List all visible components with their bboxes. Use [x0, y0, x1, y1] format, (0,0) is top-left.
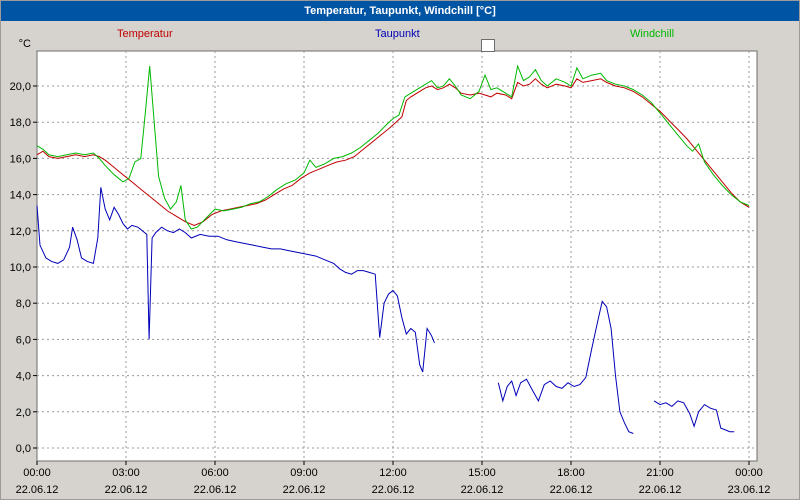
- svg-text:4,0: 4,0: [16, 371, 31, 383]
- svg-text:20,0: 20,0: [10, 81, 31, 93]
- time-cursor-handle[interactable]: [481, 39, 495, 52]
- svg-text:12,0: 12,0: [10, 226, 31, 238]
- svg-text:06:00: 06:00: [201, 467, 229, 479]
- svg-text:22.06.12: 22.06.12: [461, 484, 504, 496]
- legend-label-taupunkt: Taupunkt: [375, 28, 420, 40]
- svg-text:2,0: 2,0: [16, 407, 31, 419]
- window-titlebar: Temperatur, Taupunkt, Windchill [°C]: [1, 1, 799, 21]
- svg-text:22.06.12: 22.06.12: [372, 484, 415, 496]
- svg-text:22.06.12: 22.06.12: [16, 484, 59, 496]
- svg-text:°C: °C: [19, 38, 31, 50]
- svg-text:18:00: 18:00: [557, 467, 585, 479]
- svg-text:10,0: 10,0: [10, 262, 31, 274]
- svg-text:22.06.12: 22.06.12: [550, 484, 593, 496]
- svg-text:22.06.12: 22.06.12: [639, 484, 682, 496]
- svg-text:12:00: 12:00: [379, 467, 407, 479]
- window-title: Temperatur, Taupunkt, Windchill [°C]: [304, 5, 496, 17]
- svg-text:6,0: 6,0: [16, 334, 31, 346]
- svg-text:18,0: 18,0: [10, 117, 31, 129]
- svg-text:09:00: 09:00: [290, 467, 318, 479]
- svg-text:23.06.12: 23.06.12: [728, 484, 771, 496]
- svg-text:22.06.12: 22.06.12: [194, 484, 237, 496]
- svg-text:03:00: 03:00: [112, 467, 140, 479]
- svg-text:14,0: 14,0: [10, 190, 31, 202]
- svg-text:22.06.12: 22.06.12: [105, 484, 148, 496]
- svg-text:16,0: 16,0: [10, 153, 31, 165]
- legend-label-temperatur: Temperatur: [117, 28, 173, 40]
- svg-text:15:00: 15:00: [468, 467, 496, 479]
- svg-text:00:00: 00:00: [735, 467, 763, 479]
- svg-text:0,0: 0,0: [16, 443, 31, 455]
- svg-text:8,0: 8,0: [16, 298, 31, 310]
- svg-text:21:00: 21:00: [646, 467, 674, 479]
- svg-text:22.06.12: 22.06.12: [283, 484, 326, 496]
- legend-label-windchill: Windchill: [630, 28, 675, 40]
- svg-text:00:00: 00:00: [23, 467, 51, 479]
